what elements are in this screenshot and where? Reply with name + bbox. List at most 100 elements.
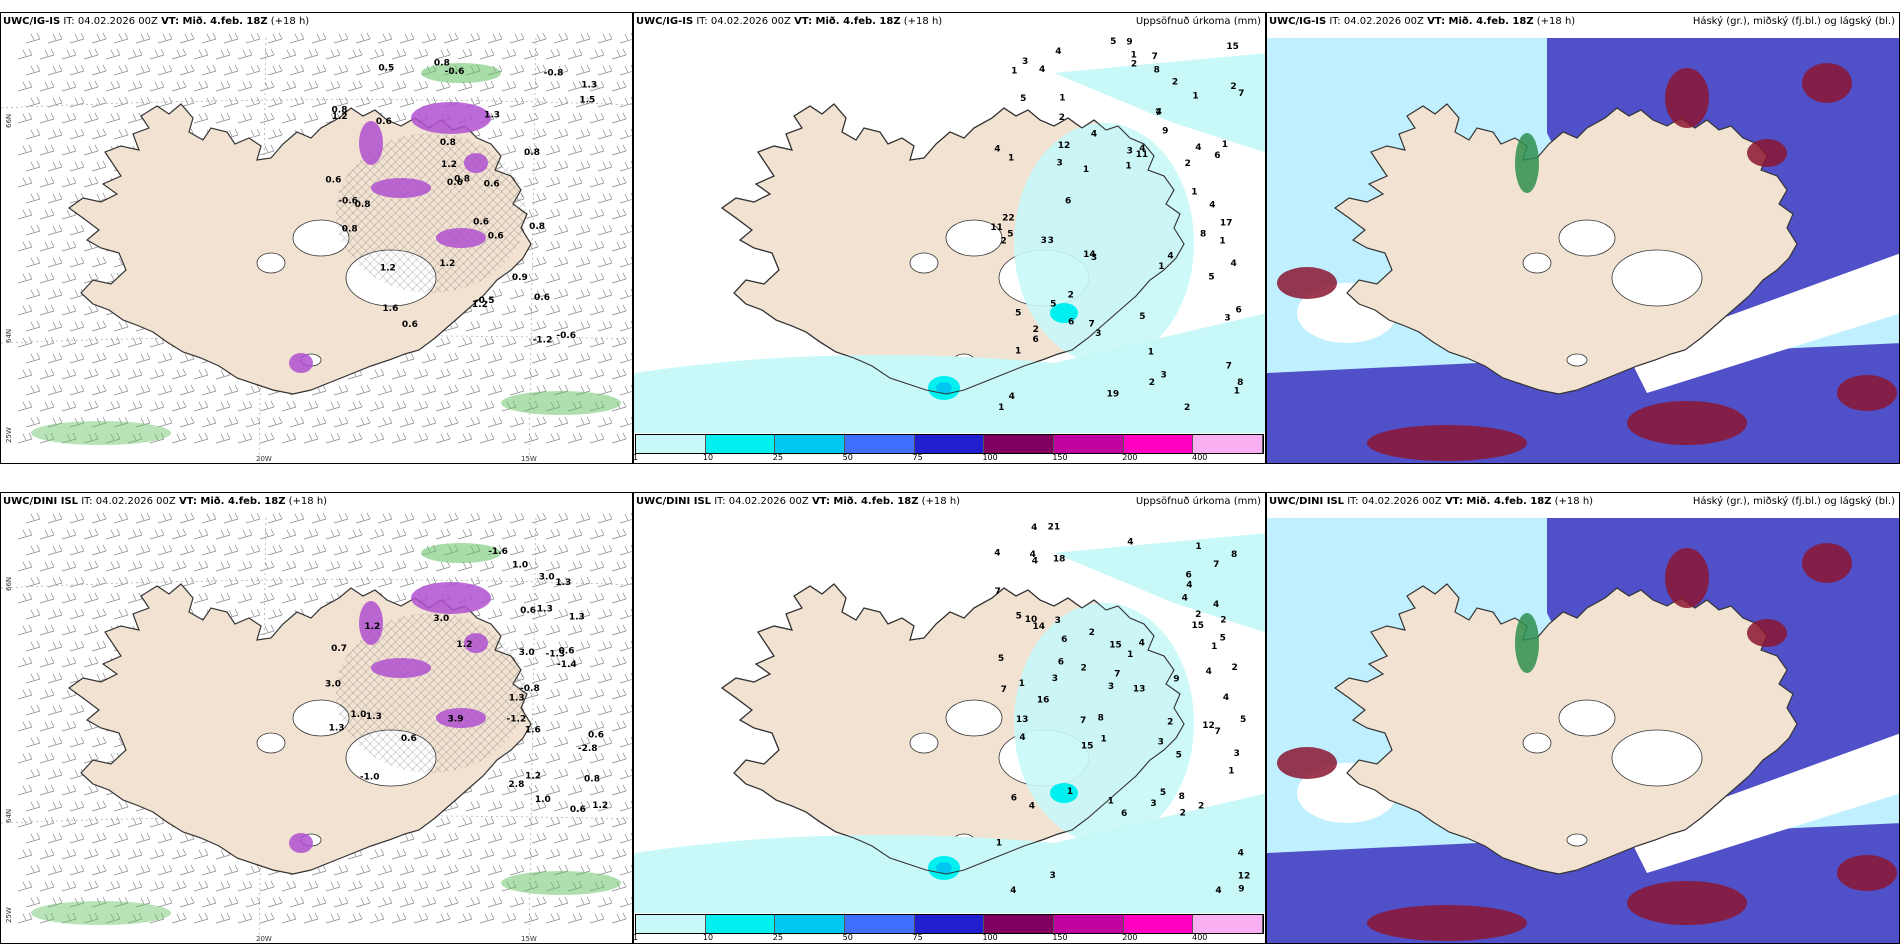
- value-label: 1.2: [439, 259, 455, 269]
- glacier: [1566, 833, 1588, 847]
- value-label: 3: [1158, 737, 1164, 747]
- value-label: 2: [1068, 290, 1074, 300]
- value-label: 4: [1010, 886, 1016, 896]
- colorbar-tick-label: 1: [633, 453, 639, 462]
- colorbar-tick-label: 200: [1122, 933, 1138, 942]
- value-label: 2: [1149, 378, 1155, 388]
- hatched-area: [336, 613, 526, 773]
- lon-label-15W: 15W: [521, 935, 537, 943]
- low-cloud-area: [1627, 401, 1747, 445]
- negative-area: [464, 153, 488, 173]
- value-label: 5: [1050, 300, 1056, 310]
- colorbar-tick-label: 75: [912, 453, 923, 462]
- low-cloud-area: [1802, 543, 1852, 583]
- low-cloud-area: [1837, 855, 1897, 891]
- value-label: 4: [1139, 639, 1145, 649]
- glacier: [1558, 699, 1616, 737]
- precip-area: [1050, 783, 1078, 803]
- precip-value-labels: 2111213710761513415215334616364127549118…: [994, 523, 1250, 896]
- value-label: 1.0: [350, 710, 366, 720]
- colorbar-tick-label: 50: [842, 933, 853, 942]
- value-label: 1.6: [525, 726, 541, 736]
- colorbar-tick-label: 150: [1052, 453, 1068, 462]
- value-label: 1: [1222, 140, 1228, 150]
- value-label: 0.6: [484, 180, 500, 190]
- hatched-area: [336, 133, 526, 293]
- value-label: -1.0: [360, 772, 380, 782]
- value-label: -1.3: [545, 649, 565, 659]
- clear-area: [1627, 733, 1899, 873]
- value-label: 2: [1131, 59, 1137, 69]
- value-label: -1.4: [557, 660, 577, 670]
- colorbar-tick-label: 50: [842, 453, 853, 462]
- value-label: 8: [1231, 550, 1237, 560]
- colorbar-segment: [845, 435, 915, 453]
- value-label: 1.3: [329, 724, 345, 734]
- value-label: 8: [1237, 378, 1243, 388]
- value-label: 2: [1185, 159, 1191, 169]
- value-label: 1.3: [569, 612, 585, 622]
- lon-label-20W: 20W: [256, 455, 272, 463]
- panel-igis-temperature: UWC/IG-IS IT: 04.02.2026 00Z VT: Mið. 4.…: [0, 12, 633, 464]
- value-label: 0.8: [454, 175, 470, 185]
- value-label: 6: [1032, 335, 1038, 345]
- glacier: [256, 252, 286, 274]
- value-label: 4: [994, 549, 1000, 559]
- value-label: 1.3: [581, 80, 597, 90]
- value-label: -1.3: [362, 712, 382, 722]
- clear-area: [1627, 253, 1899, 393]
- panel-right-title: Uppsöfnuð úrkoma (mm): [1135, 496, 1261, 507]
- value-label: 12: [1238, 872, 1251, 882]
- panel-title: UWC/DINI ISL IT: 04.02.2026 00Z VT: Mið.…: [3, 496, 328, 507]
- value-label: -0.6: [445, 67, 465, 77]
- value-label: 5: [1139, 312, 1145, 322]
- value-label: 6: [1185, 571, 1191, 581]
- precip-value-labels: 1111135462431132212232311414152211345738…: [990, 37, 1244, 413]
- positive-area: [421, 543, 501, 563]
- value-label: 1.2: [472, 300, 488, 310]
- panel-dini-clouds: UWC/DINI ISL IT: 04.02.2026 00Z VT: Mið.…: [1266, 492, 1900, 944]
- value-label: 1.6: [382, 304, 398, 314]
- colorbar-segment: [984, 915, 1055, 933]
- negative-area: [289, 353, 313, 373]
- value-label: 1.3: [484, 110, 500, 120]
- precip-colorbar: [635, 434, 1264, 454]
- value-label: -2.8: [578, 744, 598, 754]
- colorbar-segment: [705, 435, 776, 453]
- value-label: 1: [1008, 154, 1014, 164]
- value-label: 7: [1152, 52, 1158, 62]
- value-label: 1.2: [441, 160, 457, 170]
- value-label: 1.0: [512, 561, 528, 571]
- low-cloud-area: [1665, 68, 1709, 128]
- value-label: 15: [1109, 641, 1122, 651]
- colorbar-segment: [845, 915, 915, 933]
- value-label: 5: [1015, 309, 1021, 319]
- value-label: 12: [1202, 721, 1215, 731]
- temperature-labels: 0.6-0.60.81.30.8-0.60.81.30.8-0.80.80.80…: [325, 58, 597, 345]
- value-label: 6: [1065, 196, 1071, 206]
- value-label: 5: [998, 654, 1004, 664]
- lat-label-25W: 25W: [5, 907, 13, 923]
- colorbar-tick-label: 200: [1122, 453, 1138, 462]
- panel-title: UWC/DINI ISL IT: 04.02.2026 00Z VT: Mið.…: [636, 496, 961, 507]
- value-label: 1: [1125, 161, 1131, 171]
- value-label: 9: [1238, 885, 1244, 895]
- glacier: [1566, 353, 1588, 367]
- value-label: -0.5: [475, 296, 495, 306]
- value-label: 2: [1230, 82, 1236, 92]
- value-label: 4: [1230, 259, 1236, 269]
- value-label: 4: [1032, 557, 1038, 567]
- value-label: 3: [1127, 146, 1133, 156]
- value-label: 7: [1226, 362, 1232, 372]
- value-label: 4: [1019, 733, 1025, 743]
- value-label: 1: [1011, 67, 1017, 77]
- value-label: 5: [1220, 634, 1226, 644]
- map-area: [1267, 518, 1899, 943]
- value-label: 8: [1179, 792, 1185, 802]
- value-label: -1.2: [533, 335, 553, 345]
- value-label: 13: [1016, 715, 1029, 725]
- value-label: 3: [1224, 313, 1230, 323]
- value-label: -0.8: [520, 684, 540, 694]
- positive-area: [31, 421, 171, 445]
- value-label: 1: [1100, 735, 1106, 745]
